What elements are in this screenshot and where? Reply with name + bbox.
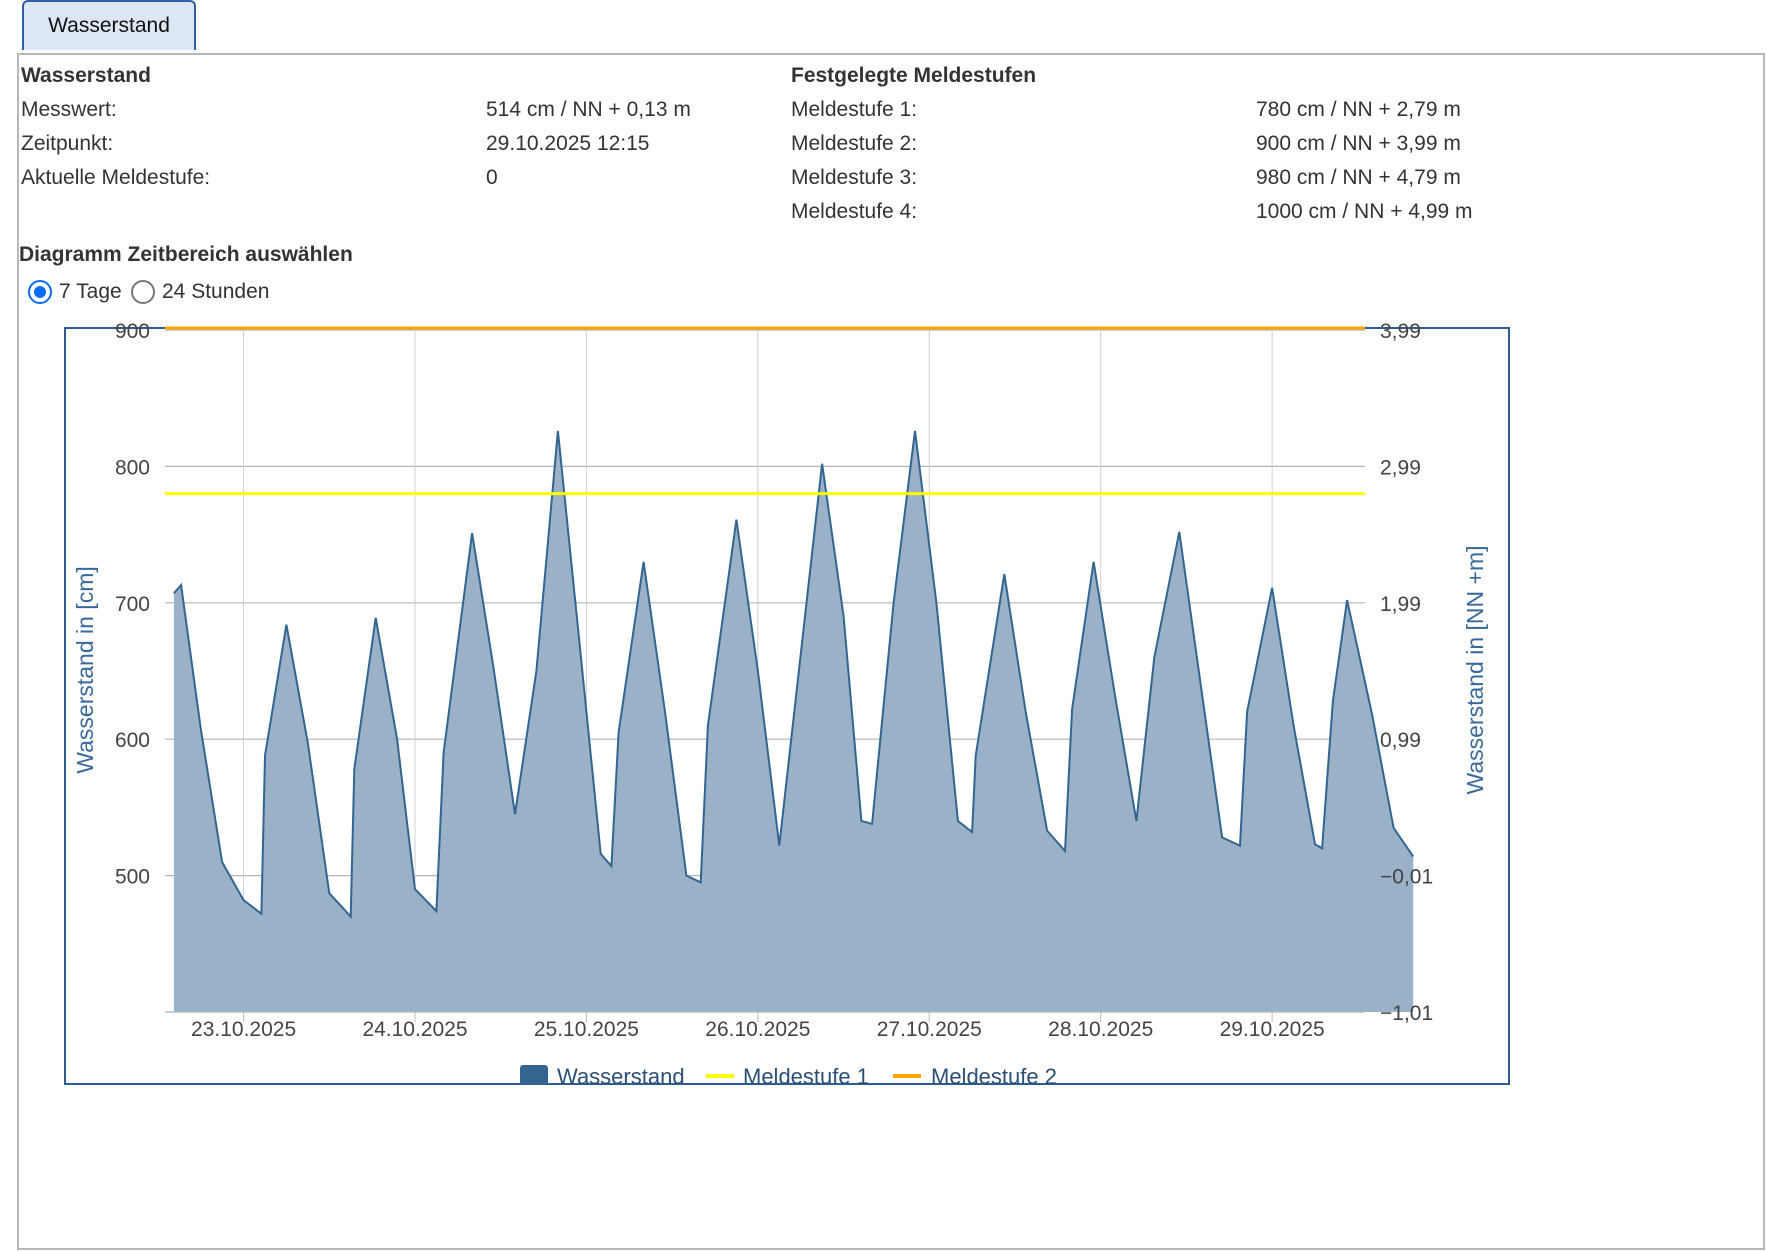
- y-right-tick-label: 3,99: [1380, 320, 1421, 343]
- radio-24-stunden[interactable]: 24 Stunden: [131, 280, 269, 304]
- radio-7-tage-indicator[interactable]: [28, 280, 52, 304]
- current-level-label: Aktuelle Meldestufe:: [21, 166, 211, 189]
- x-tick-label: 25.10.2025: [534, 1018, 639, 1041]
- legend-swatch-wasserstand: [520, 1065, 548, 1085]
- tab-wasserstand[interactable]: Wasserstand: [22, 0, 196, 50]
- legend-label: Meldestufe 1: [743, 1064, 869, 1089]
- series-area: [173, 430, 1415, 1012]
- x-tick-label: 24.10.2025: [362, 1018, 467, 1041]
- level-4-label: Meldestufe 4:: [791, 200, 918, 223]
- y-right-tick-label: 2,99: [1380, 456, 1421, 479]
- chart-axes: 900 800 700 600 500 3,99 2,99 1,99 0,99 −0,01 −1,0…: [115, 320, 1433, 1041]
- measured-value: 514 cm / NN + 0,13 m: [486, 98, 691, 121]
- level-3-value: 980 cm / NN + 4,79 m: [1256, 166, 1461, 189]
- tab-label: Wasserstand: [48, 14, 170, 37]
- y-right-tick-label: 0,99: [1380, 729, 1421, 752]
- level-1-value: 780 cm / NN + 2,79 m: [1256, 98, 1461, 121]
- info-heading: Wasserstand: [21, 64, 151, 87]
- radio-24-stunden-label: 24 Stunden: [162, 280, 270, 303]
- x-tick-label: 27.10.2025: [877, 1018, 982, 1041]
- y-tick-label: 700: [115, 593, 150, 616]
- measured-value-label: Messwert:: [21, 98, 117, 121]
- x-tick-label: 23.10.2025: [191, 1018, 296, 1041]
- radio-7-tage[interactable]: 7 Tage: [28, 280, 122, 304]
- series-line-wasserstand: [173, 430, 1415, 919]
- radio-7-tage-label: 7 Tage: [59, 280, 122, 303]
- x-tick-label: 26.10.2025: [705, 1018, 810, 1041]
- level-2-value: 900 cm / NN + 3,99 m: [1256, 132, 1461, 155]
- level-2-label: Meldestufe 2:: [791, 132, 918, 155]
- level-1-label: Meldestufe 1:: [791, 98, 918, 121]
- level-lines: [165, 326, 1365, 496]
- x-tick-label: 29.10.2025: [1220, 1018, 1325, 1041]
- timestamp-value: 29.10.2025 12:15: [486, 132, 650, 155]
- y-right-tick-label: −0,01: [1380, 866, 1433, 889]
- y-right-tick-label: −1,01: [1380, 1002, 1433, 1025]
- levels-heading: Festgelegte Meldestufen: [791, 64, 1037, 87]
- timestamp-label: Zeitpunkt:: [21, 132, 114, 155]
- level-4-value: 1000 cm / NN + 4,99 m: [1256, 200, 1473, 223]
- y-tick-label: 800: [115, 456, 150, 479]
- y-tick-label: 900: [115, 320, 150, 343]
- y-axis-label-left: Wasserstand in [cm]: [72, 566, 98, 773]
- radio-24-stunden-indicator[interactable]: [131, 280, 155, 304]
- current-level-value: 0: [486, 166, 498, 189]
- y-axis-label-right: Wasserstand in [NN +m]: [1462, 545, 1488, 794]
- x-tick-label: 28.10.2025: [1048, 1018, 1153, 1041]
- y-tick-label: 500: [115, 866, 150, 889]
- range-heading: Diagramm Zeitbereich auswählen: [19, 243, 353, 266]
- legend-label: Meldestufe 2: [931, 1064, 1057, 1089]
- y-right-tick-label: 1,99: [1380, 593, 1421, 616]
- legend-label: Wasserstand: [557, 1064, 685, 1089]
- chart-legend[interactable]: Wasserstand Meldestufe 1 Meldestufe 2: [520, 1064, 1057, 1089]
- y-tick-label: 600: [115, 729, 150, 752]
- level-3-label: Meldestufe 3:: [791, 166, 918, 189]
